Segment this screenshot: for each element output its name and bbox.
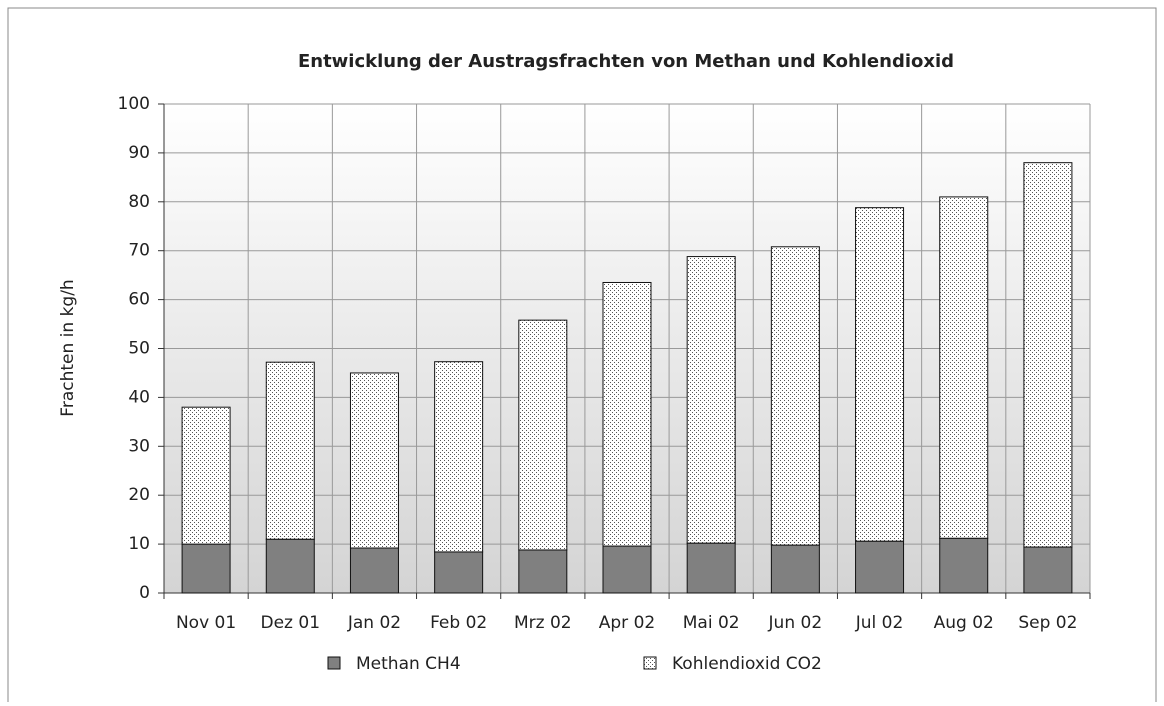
bar-segment (686, 256, 736, 544)
x-tick-label: Jul 02 (855, 613, 904, 633)
bar-segment (265, 538, 315, 594)
y-tick-label: 90 (128, 143, 150, 163)
frame (7, 7, 1157, 702)
y-tick-label: 80 (128, 192, 150, 212)
bar-segment (855, 540, 905, 594)
legend-swatch (643, 656, 657, 670)
x-tick-label: Jun 02 (768, 613, 823, 633)
bar-segment (1023, 546, 1073, 594)
y-tick-label: 10 (128, 534, 150, 554)
x-tick-label: Aug 02 (934, 613, 994, 633)
bar-segment (602, 281, 652, 547)
y-tick-label: 70 (128, 241, 150, 261)
y-axis-label: Frachten in kg/h (58, 279, 78, 416)
y-tick-label: 100 (118, 94, 150, 114)
x-tick-label: Nov 01 (176, 613, 236, 633)
bar-segment (349, 547, 399, 594)
bar-segment (518, 319, 568, 551)
legend-swatch (327, 656, 341, 670)
bar-segment (602, 545, 652, 594)
y-tick-label: 50 (128, 339, 150, 359)
y-tick-label: 30 (128, 436, 150, 456)
x-tick-label: Sep 02 (1018, 613, 1077, 633)
bar-segment (855, 207, 905, 542)
bar-segment (181, 543, 231, 594)
legend-label: Kohlendioxid CO2 (672, 654, 822, 674)
bar-segment (518, 549, 568, 594)
x-tick-label: Feb 02 (430, 613, 487, 633)
chart-title: Entwicklung der Austragsfrachten von Met… (298, 51, 954, 72)
bar-segment (1023, 162, 1073, 548)
x-tick-label: Mrz 02 (514, 613, 572, 633)
bar-segment (686, 542, 736, 594)
x-tick-label: Dez 01 (261, 613, 321, 633)
y-tick-label: 0 (139, 583, 150, 603)
bar-segment (434, 361, 484, 553)
y-tick-label: 20 (128, 485, 150, 505)
bar-segment (265, 361, 315, 540)
bar-segment (770, 246, 820, 546)
x-tick-label: Mai 02 (683, 613, 740, 633)
x-tick-label: Jan 02 (347, 613, 401, 633)
x-tick-label: Apr 02 (599, 613, 655, 633)
bar-segment (181, 406, 231, 545)
y-tick-label: 40 (128, 387, 150, 407)
bar-segment (434, 551, 484, 594)
bar-segment (349, 372, 399, 549)
y-tick-label: 60 (128, 290, 150, 310)
bar-segment (939, 537, 989, 594)
bar-segment (770, 544, 820, 594)
bar-segment (939, 196, 989, 539)
legend-label: Methan CH4 (356, 654, 461, 674)
